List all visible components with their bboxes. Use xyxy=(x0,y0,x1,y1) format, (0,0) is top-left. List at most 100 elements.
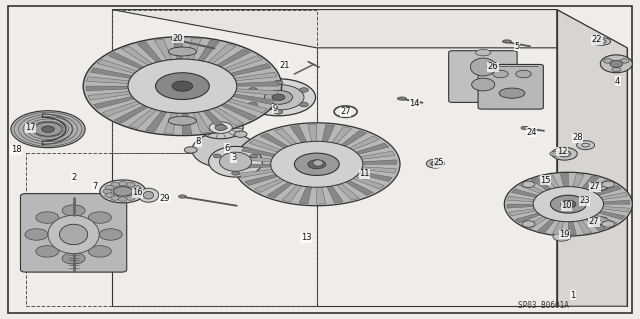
Text: 27: 27 xyxy=(340,107,351,116)
Ellipse shape xyxy=(248,88,257,92)
Polygon shape xyxy=(308,124,317,141)
Polygon shape xyxy=(154,39,172,60)
Text: 26: 26 xyxy=(488,63,498,71)
Ellipse shape xyxy=(88,212,111,223)
Text: 1: 1 xyxy=(570,291,575,300)
Ellipse shape xyxy=(25,229,48,240)
Ellipse shape xyxy=(132,193,141,197)
Ellipse shape xyxy=(234,162,247,169)
Ellipse shape xyxy=(516,70,531,78)
Ellipse shape xyxy=(128,59,237,113)
Ellipse shape xyxy=(36,212,59,223)
Polygon shape xyxy=(267,182,292,198)
Polygon shape xyxy=(97,59,137,73)
Polygon shape xyxy=(129,109,157,129)
Polygon shape xyxy=(531,178,550,190)
Ellipse shape xyxy=(612,67,621,72)
Ellipse shape xyxy=(126,182,135,187)
Ellipse shape xyxy=(83,37,282,136)
Ellipse shape xyxy=(274,110,283,114)
Ellipse shape xyxy=(138,188,159,202)
Polygon shape xyxy=(122,46,152,65)
Ellipse shape xyxy=(209,122,232,133)
Text: 13: 13 xyxy=(301,233,311,242)
Text: 14: 14 xyxy=(410,99,420,108)
Ellipse shape xyxy=(397,97,406,100)
Ellipse shape xyxy=(132,185,141,190)
Polygon shape xyxy=(599,211,625,219)
Ellipse shape xyxy=(472,78,495,91)
Polygon shape xyxy=(332,127,351,144)
Ellipse shape xyxy=(522,181,535,188)
Ellipse shape xyxy=(156,73,209,100)
Text: 27: 27 xyxy=(589,217,599,226)
Text: 22: 22 xyxy=(592,35,602,44)
Polygon shape xyxy=(188,38,201,60)
Ellipse shape xyxy=(184,147,197,153)
Ellipse shape xyxy=(504,172,632,236)
Polygon shape xyxy=(108,52,144,69)
Text: 16: 16 xyxy=(132,189,143,197)
Ellipse shape xyxy=(600,55,632,73)
Ellipse shape xyxy=(172,81,193,91)
Polygon shape xyxy=(356,143,388,154)
Polygon shape xyxy=(208,44,236,63)
Ellipse shape xyxy=(250,154,258,158)
Polygon shape xyxy=(538,219,555,233)
Ellipse shape xyxy=(602,181,614,188)
Polygon shape xyxy=(221,103,257,120)
Polygon shape xyxy=(245,174,278,185)
Polygon shape xyxy=(102,101,140,116)
Ellipse shape xyxy=(308,160,326,169)
Text: 20: 20 xyxy=(173,34,183,43)
Polygon shape xyxy=(322,125,335,142)
Polygon shape xyxy=(193,112,211,133)
Polygon shape xyxy=(249,139,281,152)
Ellipse shape xyxy=(533,187,604,222)
Text: 8: 8 xyxy=(196,137,201,146)
Polygon shape xyxy=(237,81,278,86)
Text: 10: 10 xyxy=(561,201,572,210)
Polygon shape xyxy=(137,42,161,62)
Ellipse shape xyxy=(272,94,285,100)
Polygon shape xyxy=(112,10,627,48)
Text: 4: 4 xyxy=(615,77,620,86)
Ellipse shape xyxy=(172,38,180,41)
Polygon shape xyxy=(568,222,577,235)
Polygon shape xyxy=(602,206,629,212)
Polygon shape xyxy=(236,89,278,95)
Polygon shape xyxy=(212,107,243,126)
Polygon shape xyxy=(560,174,568,187)
FancyBboxPatch shape xyxy=(449,51,517,102)
Polygon shape xyxy=(362,167,396,173)
Ellipse shape xyxy=(60,224,88,245)
Text: 5: 5 xyxy=(515,42,520,51)
Polygon shape xyxy=(601,192,628,200)
Polygon shape xyxy=(582,176,599,189)
Ellipse shape xyxy=(118,182,127,186)
Polygon shape xyxy=(337,184,359,200)
Polygon shape xyxy=(552,221,564,234)
Polygon shape xyxy=(204,110,228,130)
Polygon shape xyxy=(596,186,621,195)
Polygon shape xyxy=(341,130,367,146)
Polygon shape xyxy=(88,92,131,100)
Polygon shape xyxy=(515,213,540,223)
Ellipse shape xyxy=(253,85,304,110)
Polygon shape xyxy=(509,209,536,216)
Ellipse shape xyxy=(602,221,614,227)
Polygon shape xyxy=(586,218,605,231)
Polygon shape xyxy=(230,63,271,76)
Polygon shape xyxy=(234,72,276,81)
Polygon shape xyxy=(90,68,132,78)
Ellipse shape xyxy=(113,187,132,196)
Text: 18: 18 xyxy=(11,145,21,154)
Text: 28: 28 xyxy=(572,133,582,142)
Ellipse shape xyxy=(470,58,496,76)
Ellipse shape xyxy=(134,189,143,194)
Ellipse shape xyxy=(604,59,612,63)
Polygon shape xyxy=(164,113,177,134)
Ellipse shape xyxy=(300,88,308,92)
Ellipse shape xyxy=(209,146,262,177)
Ellipse shape xyxy=(198,116,243,139)
